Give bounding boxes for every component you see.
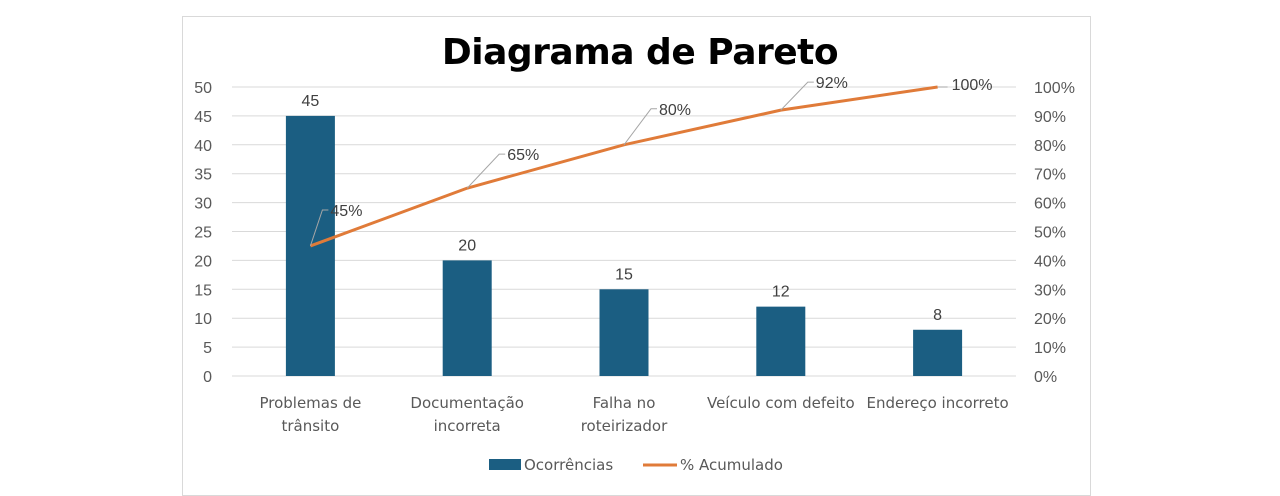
- bar-value-label: 15: [615, 266, 633, 283]
- legend-bar-label: Ocorrências: [524, 456, 613, 474]
- category-label: Documentação: [410, 394, 524, 412]
- y-right-tick: 20%: [1034, 311, 1066, 328]
- y-right-tick: 10%: [1034, 340, 1066, 357]
- category-label: Problemas de: [259, 394, 361, 412]
- bar: [442, 260, 492, 376]
- y-right-tick: 70%: [1034, 167, 1066, 184]
- line-value-label: 45%: [330, 203, 362, 220]
- category-label: roteirizador: [581, 417, 668, 435]
- pareto-chart: 0 0% 5 10% 10 20% 15 30% 20 40% 25 50% 30 60% 35 70% 40 8…: [194, 75, 1075, 474]
- legend-bar-swatch: [489, 459, 521, 470]
- chart-title: Diagrama de Pareto: [441, 32, 839, 73]
- y-right-tick: 100%: [1034, 80, 1075, 97]
- y-right-tick: 0%: [1034, 369, 1057, 386]
- y-left-tick: 30: [194, 196, 212, 213]
- y-left-tick: 5: [203, 340, 212, 357]
- category-label: trânsito: [282, 417, 340, 435]
- y-right-tick: 30%: [1034, 282, 1066, 299]
- y-left-tick: 25: [194, 225, 212, 242]
- y-left-tick: 0: [203, 369, 212, 386]
- bar: [756, 306, 806, 376]
- line-value-label: 65%: [507, 147, 539, 164]
- leader-line: [780, 81, 814, 111]
- bar-value-label: 12: [772, 284, 790, 301]
- y-left-tick: 50: [194, 80, 212, 97]
- bar: [913, 329, 963, 376]
- legend-line-label: % Acumulado: [680, 456, 783, 474]
- y-left-tick: 35: [194, 167, 212, 184]
- bar-value-label: 45: [302, 93, 320, 110]
- leader-line: [623, 108, 657, 146]
- y-right-tick: 60%: [1034, 196, 1066, 213]
- category-label: incorreta: [434, 417, 501, 435]
- y-left-tick: 10: [194, 311, 212, 328]
- y-left-tick: 15: [194, 282, 212, 299]
- line-value-label: 100%: [952, 77, 993, 94]
- y-right-tick: 50%: [1034, 225, 1066, 242]
- y-left-tick: 20: [194, 253, 212, 270]
- line-value-label: 92%: [816, 75, 848, 92]
- y-right-tick: 80%: [1034, 138, 1066, 155]
- leader-line: [466, 153, 506, 189]
- y-left-tick: 45: [194, 109, 212, 126]
- category-label: Veículo com defeito: [707, 394, 855, 412]
- y-left-tick: 40: [194, 138, 212, 155]
- y-right-tick: 90%: [1034, 109, 1066, 126]
- bar: [285, 115, 335, 377]
- y-right-tick: 40%: [1034, 253, 1066, 270]
- category-label: Falha no: [593, 394, 656, 412]
- line-value-label: 80%: [659, 102, 691, 119]
- bar: [599, 289, 649, 376]
- leader-line: [309, 209, 329, 247]
- bar-value-label: 20: [458, 237, 476, 254]
- category-label: Endereço incorreto: [867, 394, 1009, 412]
- bar-value-label: 8: [933, 307, 942, 324]
- cumulative-line: [309, 85, 938, 248]
